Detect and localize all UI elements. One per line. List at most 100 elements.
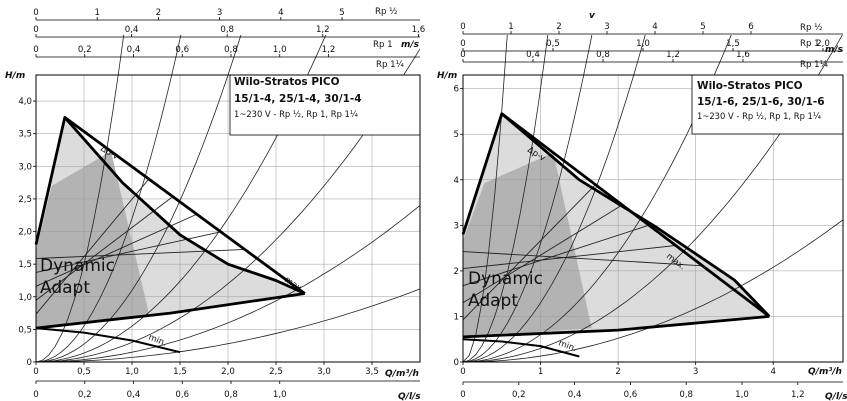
x2-tick-label: 0 xyxy=(33,390,38,400)
x2-tick-label: 0,2 xyxy=(78,390,92,400)
chart-title: Wilo-Stratos PICO xyxy=(234,76,340,88)
top-axis-label: 0 xyxy=(460,39,465,49)
system-curve xyxy=(36,48,420,362)
top-axis-label: 1 xyxy=(508,22,513,32)
x2-tick-label: 0,8 xyxy=(224,390,238,400)
dynamic-adapt-region xyxy=(36,151,149,329)
top-axis-label: 0 xyxy=(33,8,38,18)
y-tick-label: 4,0 xyxy=(18,97,32,107)
y-tick-label: 5 xyxy=(454,130,459,140)
x2-axis-label: Q/l/s xyxy=(825,392,847,401)
series-min xyxy=(35,327,181,354)
top-axis3-unit: Rp 1¼ xyxy=(800,60,829,70)
control-curve xyxy=(462,224,650,287)
top-axis-label: 0,8 xyxy=(224,45,238,55)
series-dp-v xyxy=(63,116,306,295)
control-curve xyxy=(462,204,623,304)
x2-tick-label: 0,4 xyxy=(568,390,582,400)
dynamic-adapt-region xyxy=(463,152,592,337)
system-curve xyxy=(36,288,420,362)
x-axis-label: Q/m³/h xyxy=(385,369,419,379)
top-axis2-unit: Rp 1 xyxy=(800,39,820,49)
top-axis-label: 0,8 xyxy=(220,25,234,35)
top-axis-label: 1 xyxy=(94,8,99,18)
top-axis-label: 2,0 xyxy=(816,39,830,49)
x2-tick-label: 0,6 xyxy=(624,390,638,400)
x2-tick-label: 1,0 xyxy=(273,390,287,400)
y-tick-label: 4 xyxy=(454,176,459,186)
x2-tick-label: 0,4 xyxy=(127,390,141,400)
control-curve xyxy=(462,184,596,321)
top-axis-label: 2 xyxy=(156,8,161,18)
top-axis2-mps: m/s xyxy=(401,40,420,50)
y-tick-label: 0,5 xyxy=(18,325,32,335)
y-tick-label: 6 xyxy=(454,85,459,95)
series-dp-v xyxy=(500,112,771,318)
control-curve xyxy=(462,245,676,270)
x-tick-label: 2,5 xyxy=(269,367,283,377)
series-lower xyxy=(35,292,306,330)
x-tick-label: 0 xyxy=(460,367,465,377)
series-max xyxy=(461,112,771,318)
control-curve xyxy=(35,178,150,315)
x-tick-label: 1,5 xyxy=(173,367,187,377)
legend-box xyxy=(229,74,421,136)
top-axis-label: 1,2 xyxy=(666,50,680,60)
system-curve xyxy=(463,35,646,362)
chart-models: 15/1-4, 25/1-4, 30/1-4 xyxy=(234,93,362,105)
x-tick-label: 3 xyxy=(693,367,698,377)
x2-tick-label: 0,8 xyxy=(679,390,693,400)
top-axis-label: 5 xyxy=(700,22,705,32)
x-tick-label: 2 xyxy=(615,367,620,377)
legend-box xyxy=(691,74,844,135)
top-axis-label: 1,6 xyxy=(412,25,426,35)
system-curve xyxy=(36,35,327,362)
control-curve xyxy=(35,249,245,259)
x2-axis-label: Q/l/s xyxy=(398,392,421,401)
x2-tick-label: 1,2 xyxy=(791,390,805,400)
top-axis2-mps: m/s xyxy=(825,45,844,55)
top-axis1-unit: Rp ½ xyxy=(375,7,398,17)
top-axis1-v: v xyxy=(589,11,596,21)
y-tick-label: 3,0 xyxy=(18,162,32,172)
top-axis-label: 0,8 xyxy=(596,50,610,60)
y-tick-label: 0 xyxy=(454,358,459,368)
x2-tick-label: 1,0 xyxy=(735,390,749,400)
system-curve xyxy=(36,205,420,362)
top-axis1-unit: Rp ½ xyxy=(800,23,823,33)
series-min xyxy=(462,338,580,358)
top-axis2-unit: Rp 1 xyxy=(373,40,393,50)
top-axis-label: 0,4 xyxy=(526,50,540,60)
y-tick-label: 1 xyxy=(454,312,459,322)
top-axis-label: 2 xyxy=(556,22,561,32)
control-curve xyxy=(35,196,174,301)
top-axis-label: 1,0 xyxy=(273,45,287,55)
y-tick-label: 3,5 xyxy=(18,130,32,140)
chart-subtitle: 1~230 V - Rp ½, Rp 1, Rp 1¼ xyxy=(234,109,358,119)
system-curve xyxy=(463,35,593,362)
top-axis-label: 4 xyxy=(652,22,657,32)
top-axis3-unit: Rp 1¼ xyxy=(376,60,405,70)
top-axis-label: 0,4 xyxy=(127,45,141,55)
region-label-dynamic: Dynamic xyxy=(40,256,115,276)
control-curve xyxy=(462,251,703,267)
y-tick-label: 2 xyxy=(454,267,459,277)
pump-chart-pico-1-4: 0 0,5 1,0 1,5 2,0 2,5 3,0 3,5 4,0 0 0,5 1,0 1,5 2,0 2,… xyxy=(5,7,426,401)
chart-subtitle: 1~230 V - Rp ½, Rp 1, Rp 1¼ xyxy=(697,111,821,121)
top-axis-label: 0,4 xyxy=(125,25,139,35)
region-label-dynamic: Dynamic xyxy=(468,269,543,289)
top-axis-label: 5 xyxy=(339,8,344,18)
plot-frame xyxy=(462,74,844,363)
x-tick-label: 0 xyxy=(33,367,38,377)
x-tick-label: 4 xyxy=(770,367,775,377)
y-tick-label: 1,0 xyxy=(18,293,32,303)
y-tick-label: 0 xyxy=(27,358,32,368)
y-tick-label: 1,5 xyxy=(18,260,32,270)
y-axis-label: H/m xyxy=(5,71,25,81)
top-axis-label: 3 xyxy=(604,22,609,32)
series-lower xyxy=(462,315,770,339)
region-label-adapt: Adapt xyxy=(40,278,90,298)
top-axis-label: 4 xyxy=(278,8,283,18)
top-axis-label: 0 xyxy=(460,22,465,32)
chart-title: Wilo-Stratos PICO xyxy=(697,80,803,92)
